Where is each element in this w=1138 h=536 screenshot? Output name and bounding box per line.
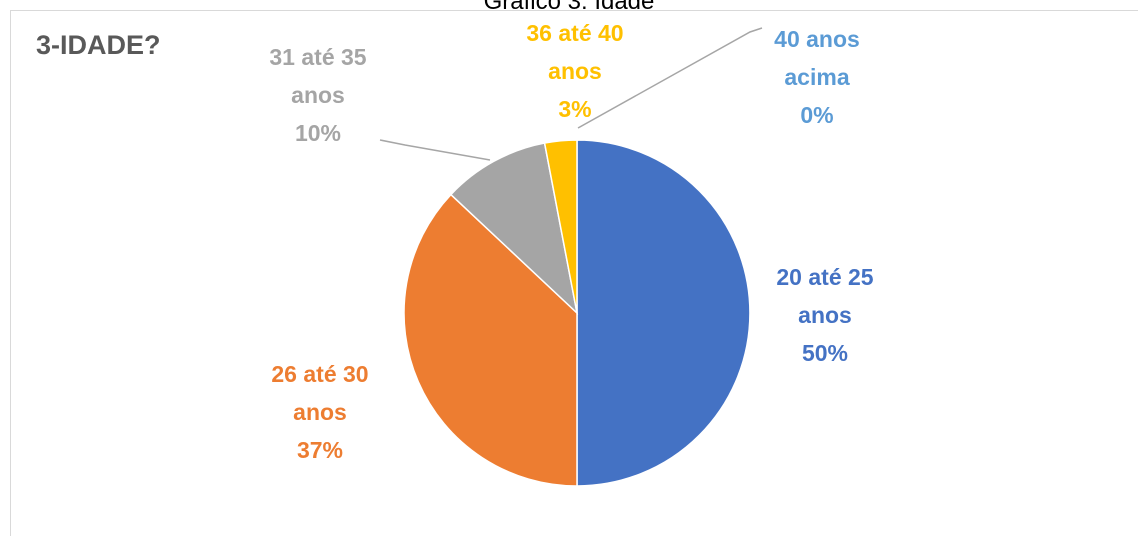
- value-label: 10%: [294, 120, 342, 146]
- category-label: 31 até 35 anos: [269, 44, 367, 108]
- data-label: 26 até 30 anos 37%: [254, 355, 386, 469]
- pie-slice: [403, 193, 578, 487]
- pie-slice: [543, 139, 578, 314]
- leader-line: [577, 27, 763, 129]
- category-label: 26 até 30 anos: [271, 361, 369, 425]
- chart-frame: [10, 10, 1138, 536]
- figure-caption: Gráfico 3: Idade: [483, 0, 655, 15]
- pie-slice: [576, 139, 751, 487]
- chart-title: 3-IDADE?: [36, 30, 161, 60]
- data-label: 36 até 40 anos 3%: [509, 14, 641, 128]
- data-label: 20 até 25 anos 50%: [759, 258, 891, 372]
- value-label: 37%: [296, 437, 344, 463]
- data-label: 40 anos acima 0%: [751, 20, 883, 134]
- value-label: 3%: [558, 96, 592, 122]
- category-label: 20 até 25 anos: [776, 264, 874, 328]
- category-label: 40 anos acima: [774, 26, 860, 90]
- category-label: 36 até 40 anos: [526, 20, 624, 84]
- value-label: 50%: [801, 340, 849, 366]
- pie-slice: [449, 142, 579, 316]
- value-label: 0%: [800, 102, 834, 128]
- data-label: 31 até 35 anos 10%: [252, 38, 384, 152]
- leader-line: [379, 139, 491, 161]
